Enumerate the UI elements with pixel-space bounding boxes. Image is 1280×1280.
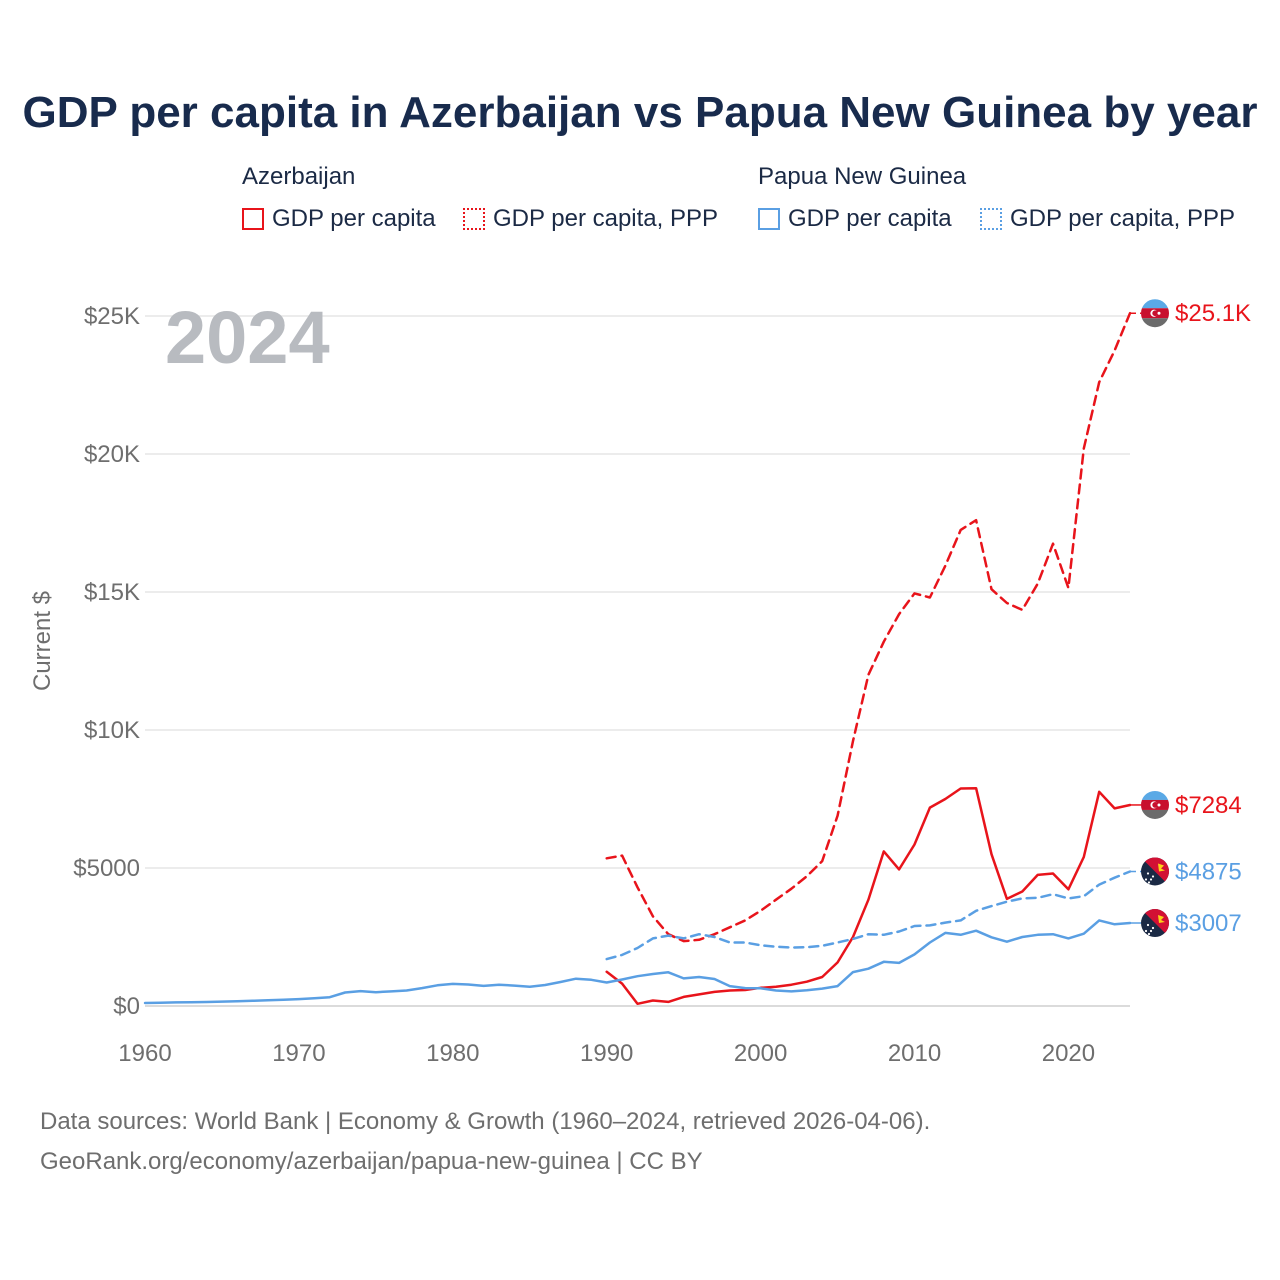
y-tick-label: $25K — [84, 303, 140, 330]
data-sources-text: Data sources: World Bank | Economy & Gro… — [40, 1108, 931, 1135]
azerbaijan-flag-icon — [1141, 299, 1169, 328]
end-value-label: $4875 — [1175, 858, 1242, 885]
series-line-3[interactable] — [143, 919, 1132, 1005]
legend-label: GDP per capita, PPP — [1010, 205, 1235, 232]
y-axis-label: Current $ — [29, 591, 56, 691]
series-line-1[interactable] — [605, 786, 1132, 1006]
papua-new-guinea-flag-icon — [1141, 857, 1169, 886]
y-tick-label: $10K — [84, 717, 140, 744]
x-tick-label: 1960 — [118, 1040, 171, 1067]
legend-swatch-dotted-icon — [980, 208, 1002, 230]
axes: $0 $5000 $10K $15K $20K $25K 1960 1970 1980 1990 2… — [73, 303, 1095, 1067]
source-link[interactable]: GeoRank.org/economy/azerbaijan/papua-new… — [40, 1148, 703, 1175]
end-value-label: $3007 — [1175, 910, 1242, 937]
x-tick-label: 2000 — [734, 1040, 787, 1067]
legend-swatch-solid-icon — [242, 208, 264, 230]
legend-swatch-solid-icon — [758, 208, 780, 230]
legend-label: GDP per capita — [272, 205, 436, 232]
legend-png-gdp[interactable]: GDP per capita — [758, 205, 952, 233]
y-tick-label: $20K — [84, 441, 140, 468]
line-chart: 2024 $0 $5000 $10K $15K $20K $25K 1960 1970 1980… — [29, 296, 1251, 1067]
x-tick-label: 1990 — [580, 1040, 633, 1067]
legend-group-papua-new-guinea: Papua New Guinea — [758, 163, 967, 190]
legend-azerbaijan-gdp[interactable]: GDP per capita — [242, 205, 436, 233]
year-watermark: 2024 — [165, 296, 330, 379]
chart-title: GDP per capita in Azerbaijan vs Papua Ne… — [22, 88, 1258, 137]
legend-label: GDP per capita, PPP — [493, 205, 718, 232]
x-tick-label: 2010 — [888, 1040, 941, 1067]
y-tick-label: $5000 — [73, 855, 140, 882]
legend-label: GDP per capita — [788, 205, 952, 232]
series-line-0[interactable] — [605, 311, 1132, 943]
y-tick-label: $15K — [84, 579, 140, 606]
end-value-label: $25.1K — [1175, 300, 1251, 327]
azerbaijan-flag-icon — [1141, 790, 1169, 819]
end-markers: $25.1K $7284 $4875 $3007 — [1130, 299, 1251, 938]
legend-png-gdp-ppp[interactable]: GDP per capita, PPP — [980, 205, 1235, 233]
series-line-2[interactable] — [605, 870, 1132, 961]
x-tick-label: 2020 — [1042, 1040, 1095, 1067]
y-tick-label: $0 — [113, 993, 140, 1020]
gridlines — [145, 315, 1130, 1007]
papua-new-guinea-flag-icon — [1141, 909, 1169, 938]
x-tick-label: 1970 — [272, 1040, 325, 1067]
x-tick-label: 1980 — [426, 1040, 479, 1067]
end-value-label: $7284 — [1175, 792, 1242, 819]
legend-azerbaijan-gdp-ppp[interactable]: GDP per capita, PPP — [463, 205, 718, 233]
series — [143, 311, 1132, 1006]
legend-group-azerbaijan: Azerbaijan — [242, 163, 356, 190]
legend-swatch-dotted-icon — [463, 208, 485, 230]
